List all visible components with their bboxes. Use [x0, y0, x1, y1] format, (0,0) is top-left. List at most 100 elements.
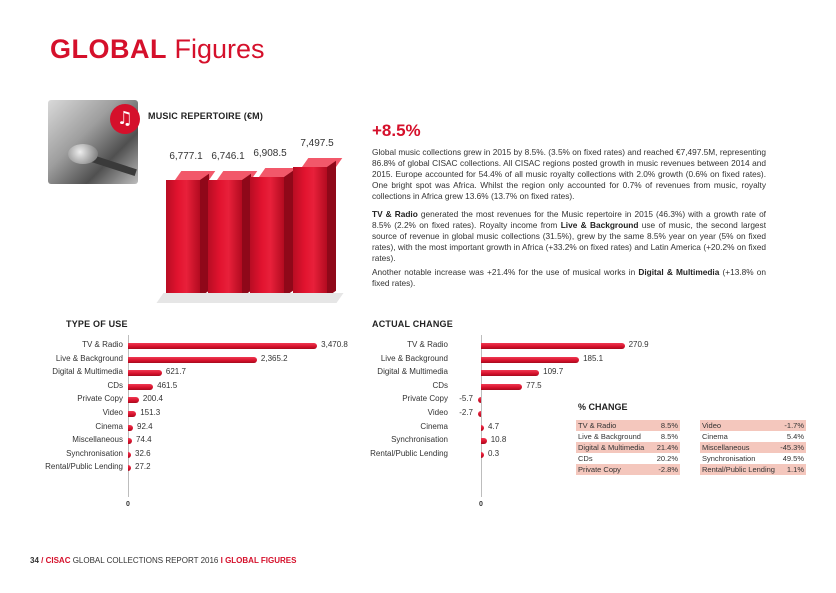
- repertoire-value-label: 6,908.5: [253, 148, 287, 159]
- chart-value-label: -5.7: [459, 394, 473, 404]
- footer-report: GLOBAL COLLECTIONS REPORT 2016: [70, 556, 221, 565]
- pct-change-title: % CHANGE: [578, 402, 628, 412]
- pct-change-label: Cinema: [702, 432, 728, 441]
- pct-change-value: 1.1%: [777, 464, 806, 475]
- pct-change-value: 8.5%: [660, 432, 678, 441]
- p2-text-b: use of music, the second largest source …: [372, 220, 767, 263]
- chart-value-label: 92.4: [137, 421, 153, 431]
- chart-category-label: Video: [102, 408, 123, 417]
- chart-bar: [128, 370, 162, 377]
- repertoire-value-label: 6,746.1: [211, 151, 245, 162]
- pct-change-label: Video: [700, 420, 778, 431]
- pct-change-label: Synchronisation: [702, 454, 756, 463]
- pct-change-value: 20.2%: [656, 454, 678, 463]
- chart-bar: [481, 343, 625, 349]
- chart-bar: [477, 397, 481, 404]
- chart-value-label: 4.7: [488, 421, 500, 431]
- paragraph-1: Global music collections grew in 2015 by…: [372, 147, 766, 201]
- pct-change-row: Synchronisation 49.5%: [700, 453, 806, 464]
- repertoire-bar-front: [250, 177, 284, 297]
- chart-value-label: 185.1: [583, 353, 604, 363]
- chart-value-label: 151.3: [140, 408, 161, 417]
- chart-value-label: 200.4: [142, 394, 163, 404]
- p2-text-a: generated the most revenues for the Musi…: [372, 209, 766, 230]
- chart-category-label: Miscellaneous: [72, 435, 123, 445]
- paragraph-2: TV & Radio generated the most revenues f…: [372, 209, 766, 264]
- pct-change-row: Cinema 5.4%: [700, 431, 806, 442]
- pct-change-value: 21.4%: [652, 442, 680, 453]
- chart-bar: [481, 370, 540, 377]
- chart-category-label: Synchronisation: [66, 448, 123, 458]
- chart-category-label: Digital & Multimedia: [52, 367, 123, 377]
- chart-category-label: Private Copy: [402, 394, 448, 404]
- repertoire-value-label: 6,777.1: [169, 151, 203, 162]
- pct-change-table-left: TV & Radio 8.5% Live & Background 8.5% Digit…: [576, 420, 680, 475]
- pct-change-label: CDs: [578, 454, 593, 463]
- chart-bar: [128, 411, 137, 417]
- chart-category-label: TV & Radio: [82, 340, 123, 349]
- repertoire-bar-front: [293, 167, 327, 297]
- chart-bar: [481, 356, 580, 363]
- chart-category-label: Live & Background: [55, 353, 123, 363]
- p3-text-a: Another notable increase was +21.4% for …: [372, 267, 639, 277]
- repertoire-bar-front: [208, 180, 242, 297]
- chart-category-label: Rental/Public Lending: [45, 462, 123, 472]
- chart-value-label: 270.9: [628, 340, 649, 349]
- pct-change-value: -2.8%: [652, 464, 680, 475]
- chart-bar: [481, 451, 484, 458]
- chart-bar: [481, 383, 523, 390]
- footer-sep: /: [38, 556, 46, 565]
- chart-value-label: 109.7: [543, 367, 564, 377]
- pct-change-label: Rental/Public Lending: [700, 464, 778, 475]
- pct-change-value: 49.5%: [782, 454, 804, 463]
- chart-floor: [156, 293, 344, 303]
- page-title: GLOBAL Figures: [50, 34, 265, 65]
- repertoire-bar-top: [302, 158, 343, 167]
- pct-change-label: Digital & Multimedia: [576, 442, 653, 453]
- chart-category-label: Cinema: [420, 421, 448, 431]
- pct-change-value: 8.5%: [652, 420, 680, 431]
- pct-change-label: Miscellaneous: [700, 442, 778, 453]
- music-note-icon: ♫: [110, 104, 140, 134]
- chart-value-label: 2,365.2: [260, 353, 288, 363]
- type-of-use-title: TYPE OF USE: [66, 319, 128, 329]
- pct-change-row: Video -1.7%: [700, 420, 806, 431]
- type-of-use-zero: 0: [126, 501, 130, 508]
- pct-change-value: -45.3%: [777, 442, 806, 453]
- chart-value-label: 3,470.8: [321, 340, 348, 349]
- chart-category-label: Cinema: [95, 421, 123, 431]
- pct-change-row: Rental/Public Lending 1.1%: [700, 464, 806, 475]
- chart-category-label: Rental/Public Lending: [370, 448, 448, 458]
- chart-category-label: Live & Background: [380, 353, 448, 363]
- growth-highlight: +8.5%: [372, 121, 421, 140]
- pct-change-row: Live & Background 8.5%: [576, 431, 680, 442]
- repertoire-bar: [166, 171, 216, 297]
- chart-value-label: 461.5: [157, 380, 178, 390]
- chart-bar: [128, 343, 318, 349]
- chart-axis: [481, 335, 482, 497]
- actual-change-zero: 0: [479, 501, 483, 508]
- footer-brand: CISAC: [45, 556, 71, 565]
- repertoire-bar: [208, 171, 258, 297]
- repertoire-title: MUSIC REPERTOIRE (€M): [148, 111, 264, 121]
- mic-head: [68, 144, 98, 164]
- chart-value-label: 621.7: [165, 367, 186, 377]
- chart-category-label: TV & Radio: [407, 340, 448, 349]
- chart-category-label: CDs: [432, 380, 448, 390]
- p3-text-c: (+13.8% on fixed rates).: [372, 267, 766, 288]
- title-bold: GLOBAL: [50, 34, 167, 64]
- paragraph-3: Another notable increase was +21.4% for …: [372, 267, 766, 289]
- pct-change-row: Private Copy -2.8%: [576, 464, 680, 475]
- chart-category-label: CDs: [107, 380, 123, 390]
- chart-category-label: Synchronisation: [391, 435, 448, 445]
- chart-category-label: Video: [427, 408, 448, 417]
- title-light: Figures: [174, 34, 265, 64]
- repertoire-bar: [293, 158, 343, 297]
- mic-stand: [90, 155, 137, 177]
- repertoire-bar-top: [175, 171, 216, 180]
- pct-change-row: Miscellaneous -45.3%: [700, 442, 806, 453]
- chart-value-label: 32.6: [135, 448, 151, 458]
- pct-change-value: -1.7%: [777, 420, 806, 431]
- chart-category-label: Private Copy: [77, 394, 123, 404]
- repertoire-bar-side: [284, 170, 293, 297]
